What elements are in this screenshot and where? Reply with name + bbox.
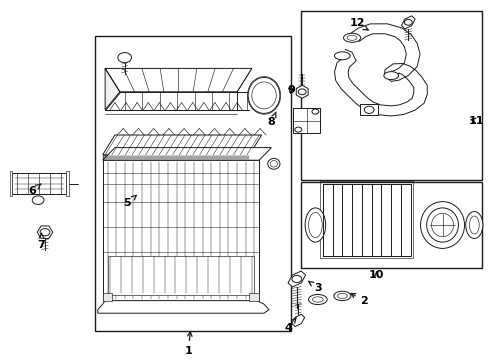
Text: 3: 3 <box>308 281 321 293</box>
Text: 9: 9 <box>286 85 294 95</box>
Polygon shape <box>293 108 320 133</box>
Ellipse shape <box>308 212 322 238</box>
Ellipse shape <box>333 291 350 301</box>
Polygon shape <box>300 182 481 268</box>
Text: 5: 5 <box>123 195 136 208</box>
Polygon shape <box>10 171 12 196</box>
Polygon shape <box>12 173 66 194</box>
Text: 2: 2 <box>350 293 367 306</box>
Polygon shape <box>37 226 53 238</box>
Text: 4: 4 <box>284 318 296 333</box>
Circle shape <box>294 127 301 132</box>
Ellipse shape <box>248 77 279 113</box>
Text: 11: 11 <box>468 116 484 126</box>
Text: 6: 6 <box>28 184 41 196</box>
Circle shape <box>32 196 44 204</box>
Polygon shape <box>102 160 259 301</box>
Ellipse shape <box>337 293 346 298</box>
Polygon shape <box>287 271 305 287</box>
Ellipse shape <box>343 33 360 42</box>
Circle shape <box>298 89 305 95</box>
Text: 8: 8 <box>267 112 276 127</box>
Polygon shape <box>360 104 377 115</box>
Ellipse shape <box>468 216 478 234</box>
Polygon shape <box>291 314 304 327</box>
Polygon shape <box>334 24 427 116</box>
Polygon shape <box>66 171 69 196</box>
Circle shape <box>40 229 50 236</box>
Circle shape <box>404 19 411 25</box>
Ellipse shape <box>251 82 276 109</box>
Ellipse shape <box>267 158 279 169</box>
Ellipse shape <box>269 161 277 167</box>
Circle shape <box>311 109 318 114</box>
Polygon shape <box>102 293 112 301</box>
Polygon shape <box>105 68 120 110</box>
Ellipse shape <box>465 212 482 239</box>
Polygon shape <box>401 16 414 29</box>
Ellipse shape <box>383 72 398 80</box>
Ellipse shape <box>430 213 453 237</box>
Ellipse shape <box>426 208 458 242</box>
Polygon shape <box>105 68 251 92</box>
Ellipse shape <box>305 208 325 242</box>
Polygon shape <box>102 148 271 160</box>
Polygon shape <box>249 293 259 301</box>
Ellipse shape <box>346 35 356 40</box>
Ellipse shape <box>308 294 326 305</box>
Circle shape <box>291 275 301 283</box>
Polygon shape <box>300 11 481 180</box>
Polygon shape <box>98 301 268 313</box>
Polygon shape <box>107 256 254 295</box>
Polygon shape <box>95 36 290 331</box>
Polygon shape <box>296 85 307 98</box>
Text: 10: 10 <box>368 270 384 280</box>
Polygon shape <box>102 155 249 160</box>
Ellipse shape <box>334 52 349 60</box>
Text: 1: 1 <box>184 332 192 356</box>
Polygon shape <box>105 92 237 110</box>
Circle shape <box>118 53 131 63</box>
Text: 12: 12 <box>348 18 367 30</box>
Polygon shape <box>102 135 261 155</box>
Ellipse shape <box>420 202 464 248</box>
Ellipse shape <box>312 297 323 302</box>
Ellipse shape <box>247 77 280 114</box>
Text: 7: 7 <box>38 234 45 250</box>
Circle shape <box>364 106 373 113</box>
